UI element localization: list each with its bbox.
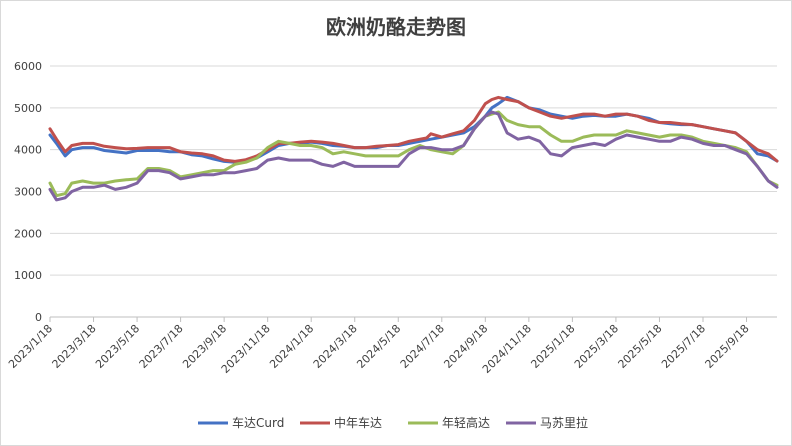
legend-label: 马苏里拉 xyxy=(540,415,588,430)
legend-label: 年轻高达 xyxy=(442,415,490,430)
chart-title: 欧洲奶酪走势图 xyxy=(326,15,466,39)
series-line-3 xyxy=(48,110,779,198)
y-axis: 0 1000 2000 3000 4000 5000 6000 xyxy=(14,60,42,324)
y-tick-label: 1000 xyxy=(14,269,42,282)
y-tick-label: 5000 xyxy=(14,102,42,115)
legend-label: 中年车达 xyxy=(334,415,382,430)
legend: 车达Curd 中年车达 年轻高达 马苏里拉 xyxy=(198,415,588,430)
legend-label: 车达Curd xyxy=(232,415,284,430)
y-tick-label: 4000 xyxy=(14,144,42,157)
y-tick-label: 6000 xyxy=(14,60,42,73)
y-tick-label: 3000 xyxy=(14,186,42,199)
series-line-4 xyxy=(48,110,779,202)
y-tick-label: 2000 xyxy=(14,227,42,240)
series-lines xyxy=(48,95,779,202)
series-line-2 xyxy=(48,95,779,163)
y-tick-label: 0 xyxy=(35,311,42,324)
